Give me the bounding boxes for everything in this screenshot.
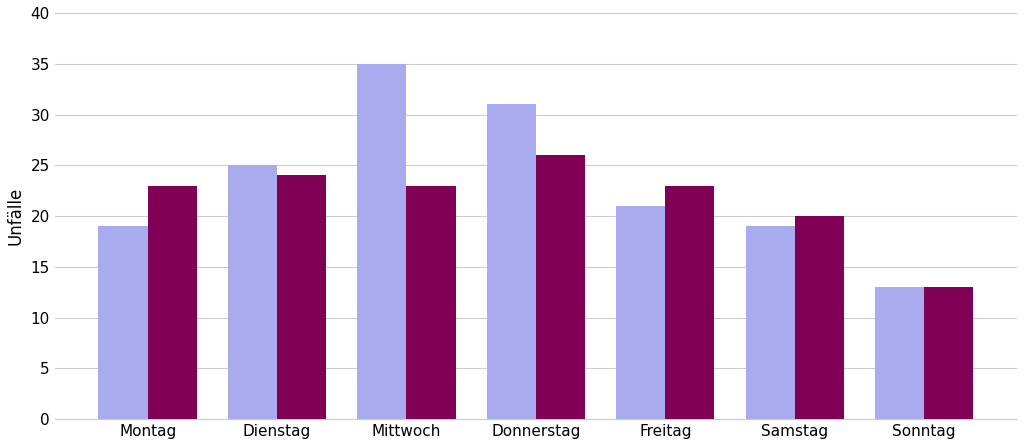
Bar <box>98 226 147 419</box>
Bar <box>616 206 666 419</box>
Bar <box>278 175 327 419</box>
Bar <box>357 64 407 419</box>
Bar <box>795 216 844 419</box>
Bar <box>486 104 536 419</box>
Bar <box>874 287 924 419</box>
Bar <box>407 186 456 419</box>
Bar <box>147 186 197 419</box>
Bar <box>924 287 974 419</box>
Y-axis label: Unfälle: Unfälle <box>7 187 25 245</box>
Bar <box>536 155 585 419</box>
Bar <box>745 226 795 419</box>
Bar <box>666 186 715 419</box>
Bar <box>228 165 278 419</box>
